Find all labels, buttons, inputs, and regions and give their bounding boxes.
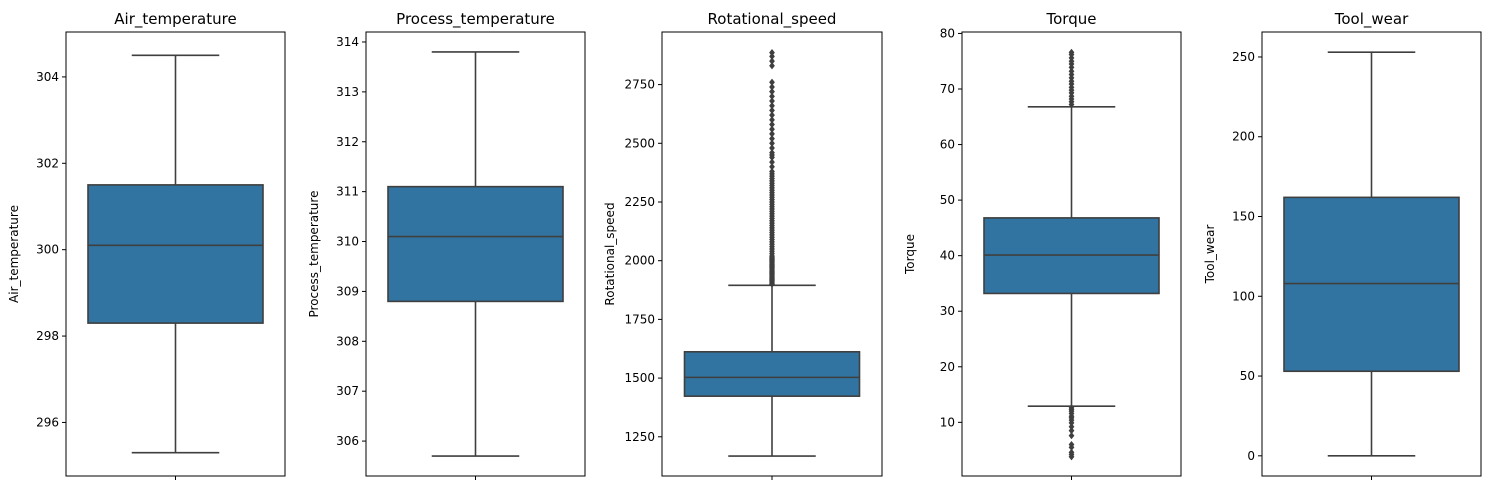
y-tick-label: 1750 — [624, 312, 655, 326]
plot-area-frame — [1261, 31, 1482, 477]
outlier-point — [769, 102, 775, 110]
subplot-4: Torque Torque 10 20 30 40 50 60 70 80 — [903, 10, 1182, 480]
outlier-point — [1068, 67, 1075, 75]
iqr-box — [387, 185, 564, 303]
outlier-point — [769, 62, 775, 70]
y-tick-label: 2500 — [624, 136, 655, 150]
plot-area-frame — [961, 31, 1182, 477]
y-tick-label: 20 — [940, 360, 955, 374]
outlier-point — [769, 92, 775, 100]
y-tick-label: 308 — [336, 334, 359, 348]
y-axis-label: Rotational_speed — [603, 202, 617, 305]
outlier-point — [1068, 448, 1075, 456]
iqr-box — [683, 350, 861, 397]
y-tick-label: 250 — [1232, 50, 1255, 64]
plot-area-frame — [365, 31, 586, 477]
subplot-2: Process_temperature Process_temperature 30… — [307, 10, 586, 480]
y-tick-label: 314 — [336, 35, 359, 49]
subplot-3: Rotational_speed Rotational_speed 1250 1500… — [603, 10, 883, 480]
y-tick-label: 300 — [36, 243, 59, 257]
y-tick-label: 296 — [36, 415, 59, 429]
y-tick-label: 313 — [336, 85, 359, 99]
outlier-point — [769, 83, 775, 91]
y-tick-label: 311 — [336, 185, 359, 199]
subplot-5: Tool_wear Tool_wear 0 50 100 150 200 250 — [1203, 10, 1482, 480]
outlier-point — [769, 144, 775, 152]
outlier-point — [769, 116, 775, 124]
y-tick-label: 1500 — [624, 371, 655, 385]
y-tick-label: 312 — [336, 135, 359, 149]
subplot-title: Process_temperature — [396, 10, 555, 29]
iqr-box — [87, 184, 264, 324]
y-axis-label: Air_temperature — [7, 205, 21, 303]
outlier-point — [769, 139, 775, 147]
y-tick-label: 10 — [940, 415, 955, 429]
outlier-point — [769, 49, 775, 57]
y-tick-label: 309 — [336, 284, 359, 298]
outlier-point — [1068, 423, 1075, 431]
subplot-title: Air_temperature — [114, 10, 236, 29]
y-tick-label: 2750 — [624, 78, 655, 92]
y-axis-label: Torque — [903, 234, 917, 275]
y-tick-label: 307 — [336, 384, 359, 398]
y-tick-label: 310 — [336, 235, 359, 249]
subplot-title: Rotational_speed — [708, 10, 837, 29]
outlier-point — [769, 120, 775, 129]
subplot-title: Torque — [1046, 10, 1097, 28]
outlier-point — [769, 97, 775, 105]
y-tick-label: 30 — [940, 304, 955, 318]
y-tick-label: 70 — [940, 82, 955, 96]
y-tick-label: 298 — [36, 329, 59, 343]
outlier-point — [769, 149, 775, 157]
y-tick-label: 1250 — [624, 430, 655, 444]
y-tick-label: 80 — [940, 26, 955, 40]
plot-area-frame — [65, 31, 286, 477]
outlier-point — [769, 167, 775, 176]
y-tick-label: 2250 — [624, 195, 655, 209]
outlier-point — [769, 78, 775, 86]
outlier-point — [769, 111, 775, 119]
outlier-point — [1068, 404, 1075, 412]
outlier-point — [1068, 432, 1075, 440]
outlier-point — [769, 163, 775, 171]
y-tick-label: 150 — [1232, 210, 1255, 224]
outlier-point — [769, 125, 775, 133]
y-tick-label: 0 — [1247, 449, 1255, 463]
plot-area-frame — [661, 31, 883, 477]
outlier-point — [769, 88, 775, 96]
y-tick-label: 50 — [940, 193, 955, 207]
y-tick-label: 60 — [940, 138, 955, 152]
outlier-point — [769, 106, 775, 115]
y-tick-label: 306 — [336, 434, 359, 448]
outlier-point — [1068, 440, 1075, 449]
y-tick-label: 40 — [940, 249, 955, 263]
outlier-point — [769, 158, 775, 166]
y-axis-label: Tool_wear — [1203, 225, 1217, 285]
y-tick-label: 302 — [36, 156, 59, 170]
subplot-1: Air_temperature Air_temperature 296 298 300 3… — [7, 10, 286, 480]
outlier-point — [1068, 48, 1075, 56]
outlier-point — [769, 52, 775, 61]
y-tick-label: 2000 — [624, 254, 655, 268]
outlier-point — [769, 134, 775, 143]
y-axis-label: Process_temperature — [307, 191, 321, 318]
y-tick-label: 304 — [36, 70, 59, 84]
outlier-point — [769, 57, 775, 65]
outlier-point — [769, 130, 775, 138]
outlier-point — [1068, 427, 1075, 435]
y-tick-label: 100 — [1232, 289, 1255, 303]
subplot-title: Tool_wear — [1334, 10, 1409, 29]
y-tick-label: 50 — [1240, 369, 1255, 383]
y-tick-label: 200 — [1232, 130, 1255, 144]
